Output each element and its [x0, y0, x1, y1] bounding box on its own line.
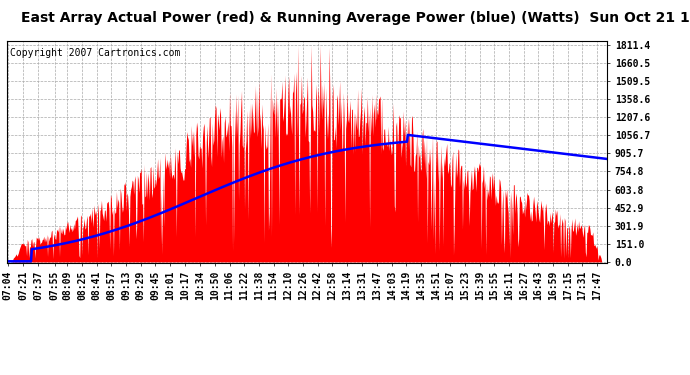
Text: East Array Actual Power (red) & Running Average Power (blue) (Watts)  Sun Oct 21: East Array Actual Power (red) & Running … [21, 11, 690, 25]
Text: Copyright 2007 Cartronics.com: Copyright 2007 Cartronics.com [10, 48, 180, 58]
